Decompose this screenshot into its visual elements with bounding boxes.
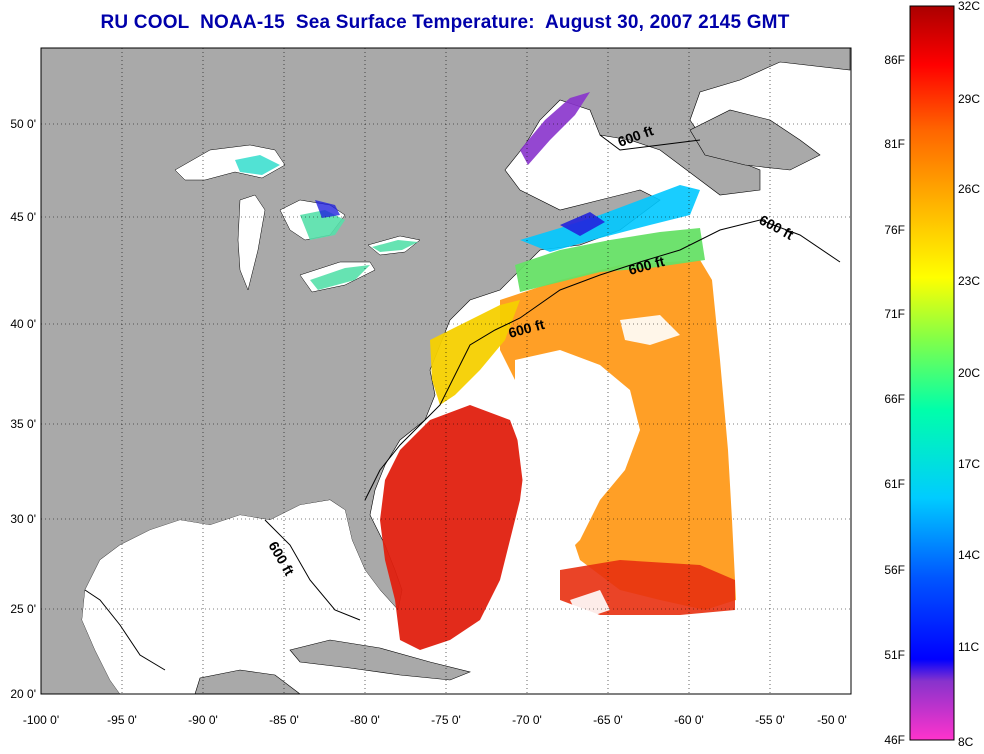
colorbar-celsius-label: 26C	[958, 182, 980, 196]
lon-label: -65 0'	[593, 713, 623, 727]
colorbar-celsius-label: 11C	[958, 640, 979, 654]
lon-label: -75 0'	[431, 713, 461, 727]
sst-st-lawrence	[520, 92, 590, 165]
lon-label: -60 0'	[674, 713, 704, 727]
lon-label: -70 0'	[512, 713, 542, 727]
lat-label: 30 0'	[10, 512, 36, 526]
lon-label: -95 0'	[107, 713, 137, 727]
colorbar-fahrenheit-label: 56F	[884, 563, 905, 577]
cloud-cover	[515, 350, 640, 560]
lon-label: -90 0'	[188, 713, 218, 727]
lon-label: -55 0'	[755, 713, 785, 727]
colorbar-celsius-label: 23C	[958, 274, 980, 288]
colorbar-fahrenheit-labels: 86F 81F 76F 71F 66F 61F 56F 51F 46F	[884, 53, 905, 747]
lake-superior-sst	[235, 155, 280, 175]
sst-blue-bay-fundy	[560, 212, 605, 236]
colorbar-celsius-label: 29C	[958, 92, 980, 106]
lat-label: 25 0'	[10, 602, 36, 616]
lat-label: 35 0'	[10, 417, 36, 431]
lon-label: -50 0'	[817, 713, 847, 727]
map-title: RU COOL NOAA-15 Sea Surface Temperature:…	[100, 12, 790, 33]
colorbar-celsius-label: 8C	[958, 735, 974, 749]
graticule	[41, 48, 850, 694]
colorbar-fahrenheit-label: 86F	[884, 53, 905, 67]
colorbar-celsius-label: 32C	[958, 0, 980, 13]
lat-axis: 50 0' 45 0' 40 0' 35 0' 30 0' 25 0' 20 0…	[10, 117, 36, 701]
colorbar-celsius-label: 14C	[958, 548, 980, 562]
lon-label: -80 0'	[350, 713, 380, 727]
lon-label: -85 0'	[269, 713, 299, 727]
sst-warm-red	[380, 405, 525, 650]
colorbar-fahrenheit-label: 71F	[884, 307, 905, 321]
colorbar-fahrenheit-label: 76F	[884, 223, 905, 237]
sst-yellow-shelf	[430, 300, 520, 405]
lake-sst	[300, 210, 418, 290]
colorbar-fahrenheit-label: 61F	[884, 477, 905, 491]
lat-label: 45 0'	[10, 210, 36, 224]
colorbar-fahrenheit-label: 46F	[884, 733, 905, 747]
depth-contour-600ft	[84, 134, 841, 671]
lon-axis: -100 0' -95 0' -90 0' -85 0' -80 0' -75 …	[23, 713, 847, 727]
lon-label: -100 0'	[23, 713, 59, 727]
colorbar-fahrenheit-label: 81F	[884, 137, 905, 151]
newfoundland-land	[689, 109, 821, 171]
colorbar-fahrenheit-label: 66F	[884, 392, 905, 406]
lat-label: 50 0'	[10, 117, 36, 131]
colorbar	[909, 5, 955, 741]
cuba-land	[289, 639, 471, 681]
colorbar-fahrenheit-label: 51F	[884, 648, 905, 662]
lake-superior-sst-blue	[315, 200, 340, 218]
lat-label: 40 0'	[10, 317, 36, 331]
sst-cyan-gulf-maine	[520, 185, 700, 252]
colorbar-celsius-label: 17C	[958, 457, 980, 471]
colorbar-celsius-label: 20C	[958, 366, 980, 380]
colorbar-celsius-labels: 32C 29C 26C 23C 20C 17C 14C 11C 8C	[958, 0, 980, 749]
sst-green-shelf	[515, 228, 705, 292]
lat-label: 20 0'	[10, 687, 36, 701]
